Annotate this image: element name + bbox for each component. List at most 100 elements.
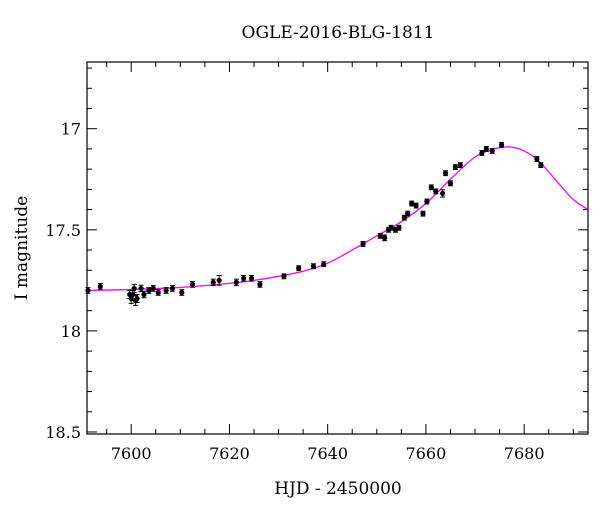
data-point-marker bbox=[141, 291, 147, 298]
data-point bbox=[257, 281, 263, 288]
data-point-marker bbox=[216, 277, 222, 283]
data-point bbox=[241, 274, 247, 282]
data-point-marker bbox=[447, 180, 454, 186]
data-point-marker bbox=[534, 156, 540, 162]
data-point bbox=[248, 274, 255, 282]
data-point-marker bbox=[233, 279, 239, 285]
data-point-marker bbox=[210, 279, 216, 285]
data-point bbox=[134, 294, 140, 304]
data-point bbox=[498, 141, 505, 148]
x-tick-label: 7600 bbox=[111, 444, 152, 463]
data-point bbox=[388, 224, 394, 231]
data-point-marker bbox=[150, 285, 156, 292]
data-point-marker bbox=[169, 285, 176, 292]
data-point bbox=[150, 285, 156, 292]
data-point-marker bbox=[498, 142, 505, 148]
data-point bbox=[483, 146, 489, 152]
data-point-marker bbox=[131, 285, 137, 292]
y-tick-label: 17 bbox=[61, 120, 81, 139]
data-point bbox=[216, 274, 222, 286]
data-point-marker bbox=[310, 263, 317, 269]
data-point bbox=[534, 156, 540, 162]
data-point-marker bbox=[428, 184, 434, 190]
plot-frame bbox=[86, 61, 589, 435]
data-point-marker bbox=[409, 200, 415, 207]
data-point bbox=[163, 287, 169, 294]
data-point-marker bbox=[281, 273, 287, 279]
data-point bbox=[424, 198, 430, 205]
data-point-marker bbox=[388, 225, 394, 231]
data-point bbox=[447, 180, 454, 187]
data-point bbox=[146, 287, 152, 294]
data-point-marker bbox=[85, 287, 91, 294]
data-point bbox=[141, 290, 147, 299]
data-point-marker bbox=[396, 225, 402, 231]
data-point bbox=[138, 284, 144, 293]
data-point bbox=[131, 283, 137, 293]
chart-title: OGLE-2016-BLG-1811 bbox=[242, 23, 435, 43]
data-point bbox=[210, 278, 216, 287]
x-tick-labels: 7600 7620 7640 7660 7680 bbox=[111, 444, 545, 463]
data-point bbox=[155, 289, 161, 296]
data-point-marker bbox=[440, 190, 446, 197]
data-point-marker bbox=[489, 148, 495, 154]
data-point-marker bbox=[134, 295, 140, 302]
data-point bbox=[97, 283, 103, 290]
data-point bbox=[405, 210, 411, 217]
y-tick-label: 18.5 bbox=[45, 423, 81, 442]
model-curve-line bbox=[87, 146, 588, 292]
data-point bbox=[452, 164, 458, 171]
axis-ticks bbox=[87, 62, 588, 434]
data-point-marker bbox=[179, 289, 185, 296]
data-point bbox=[377, 232, 383, 239]
x-tick-label: 7640 bbox=[307, 444, 348, 463]
data-point bbox=[420, 210, 426, 217]
data-point bbox=[457, 162, 463, 169]
data-point-marker bbox=[138, 285, 144, 292]
data-point-marker bbox=[424, 198, 430, 205]
data-point bbox=[321, 261, 327, 268]
data-point bbox=[281, 273, 287, 280]
data-point-marker bbox=[146, 287, 152, 294]
data-point bbox=[85, 287, 91, 294]
data-point-marker bbox=[257, 281, 263, 287]
data-point bbox=[190, 281, 196, 288]
x-axis-label: HJD - 2450000 bbox=[274, 479, 402, 499]
data-point bbox=[382, 234, 388, 242]
data-point bbox=[360, 241, 366, 247]
data-point bbox=[413, 202, 419, 209]
data-point bbox=[179, 289, 185, 296]
x-tick-label: 7620 bbox=[209, 444, 250, 463]
model-curve-layer bbox=[87, 146, 588, 292]
data-point bbox=[296, 265, 302, 272]
y-tick-label: 18 bbox=[61, 322, 81, 341]
data-point bbox=[428, 184, 434, 191]
data-point bbox=[479, 150, 485, 156]
data-point bbox=[442, 170, 449, 177]
data-point bbox=[233, 278, 239, 287]
data-points-layer bbox=[85, 141, 544, 306]
data-point bbox=[440, 189, 446, 198]
data-point-marker bbox=[163, 287, 169, 294]
data-point-marker bbox=[405, 211, 411, 217]
data-point-marker bbox=[420, 211, 426, 217]
data-point bbox=[169, 285, 176, 292]
data-point-marker bbox=[155, 289, 161, 296]
y-axis-label: I magnitude bbox=[12, 196, 32, 300]
data-point bbox=[489, 148, 495, 154]
data-point-marker bbox=[433, 188, 439, 194]
data-point-marker bbox=[190, 281, 196, 287]
data-point-marker bbox=[97, 283, 103, 290]
data-point-marker bbox=[241, 275, 247, 281]
data-point-marker bbox=[457, 162, 463, 168]
data-point bbox=[538, 162, 544, 169]
data-point-marker bbox=[479, 150, 485, 156]
data-point-marker bbox=[377, 233, 383, 239]
data-point bbox=[396, 224, 402, 231]
data-point-marker bbox=[360, 241, 366, 247]
data-point-marker bbox=[483, 146, 489, 152]
data-point-marker bbox=[413, 202, 419, 209]
y-tick-label: 17.5 bbox=[45, 221, 81, 240]
data-point-marker bbox=[321, 261, 327, 267]
data-point-marker bbox=[296, 265, 302, 271]
